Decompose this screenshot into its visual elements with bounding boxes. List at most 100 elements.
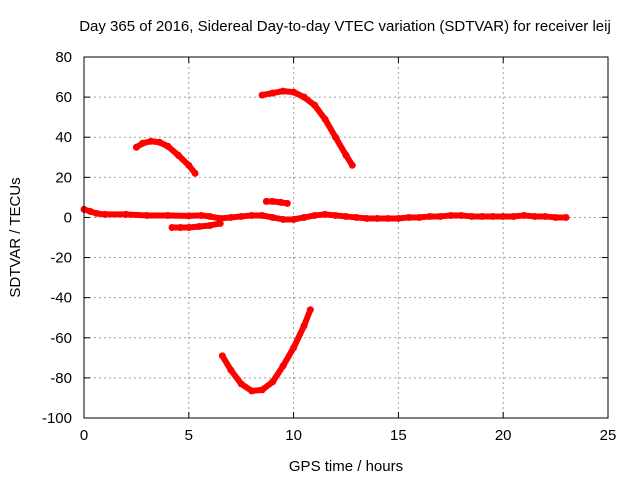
data-point (164, 211, 172, 219)
data-series-2 (132, 137, 199, 177)
data-point (269, 89, 277, 97)
data-point (147, 137, 155, 145)
data-point (155, 138, 163, 146)
y-tick-label: -100 (42, 410, 72, 427)
data-series-0 (80, 205, 570, 223)
data-point (520, 211, 528, 219)
data-point (132, 143, 140, 151)
data-point (269, 378, 277, 386)
data-point (311, 211, 319, 219)
data-point (122, 210, 130, 218)
y-tick-label: -20 (50, 250, 72, 267)
data-point (342, 212, 350, 220)
data-point (300, 322, 308, 330)
grid (84, 57, 608, 418)
y-axis-label: SDTVAR / TECUs (7, 177, 24, 297)
x-tick-label: 20 (495, 427, 512, 444)
x-tick-label: 25 (600, 427, 617, 444)
series-trace (219, 306, 314, 394)
data-point (248, 211, 256, 219)
data-point (342, 151, 350, 159)
data-point (290, 215, 298, 223)
data-series-4 (258, 87, 356, 169)
data-point (311, 101, 319, 109)
data-point (348, 161, 356, 169)
data-point (237, 380, 245, 388)
data-point (510, 212, 518, 220)
data-point (352, 213, 360, 221)
chart-title: Day 365 of 2016, Sidereal Day-to-day VTE… (79, 18, 611, 35)
data-point (384, 214, 392, 222)
data-series-5 (218, 306, 314, 395)
x-tick-label: 10 (285, 427, 302, 444)
x-tick-label: 15 (390, 427, 407, 444)
data-point (185, 223, 193, 231)
data-point (216, 214, 224, 222)
plot-frame (83, 56, 609, 419)
data-point (499, 212, 507, 220)
data-point (86, 207, 94, 215)
data-point (93, 209, 101, 217)
data-point (489, 212, 497, 220)
x-axis-label: GPS time / hours (289, 458, 403, 475)
y-tick-label: 80 (55, 49, 72, 66)
data-point (415, 213, 423, 221)
data-point (197, 211, 205, 219)
data-point (262, 197, 270, 205)
data-point (279, 362, 287, 370)
data-point (279, 87, 287, 95)
data-point (218, 352, 226, 360)
axis-ticks: 0 5 10 15 20 25 -100 -80 -60 -40 -20 0 20 40 60 80 (42, 49, 616, 444)
data-point (248, 387, 256, 395)
data-point (321, 115, 329, 123)
data-point (447, 211, 455, 219)
data-point (552, 213, 560, 221)
data-point (143, 211, 151, 219)
data-point (321, 210, 329, 218)
data-point (164, 142, 172, 150)
data-point (216, 219, 224, 227)
data-point (101, 210, 109, 218)
data-point (290, 344, 298, 352)
data-point (269, 213, 277, 221)
data-series-1 (168, 219, 224, 231)
data-point (139, 139, 147, 147)
data-point (300, 213, 308, 221)
data-point (306, 306, 314, 314)
data-point (206, 212, 214, 220)
data-point (258, 211, 266, 219)
data-point (174, 151, 182, 159)
data-point (176, 223, 184, 231)
data-point (185, 161, 193, 169)
data-point (426, 212, 434, 220)
data-point (258, 386, 266, 394)
data-point (185, 212, 193, 220)
data-point (436, 212, 444, 220)
data-point (457, 211, 465, 219)
series-trace (259, 88, 356, 169)
data-point (373, 214, 381, 222)
data-point (168, 223, 176, 231)
data-point (478, 212, 486, 220)
data-point (332, 133, 340, 141)
data-point (227, 366, 235, 374)
data-point (258, 91, 266, 99)
data-point (195, 222, 203, 230)
data-point (531, 212, 539, 220)
y-tick-label: 60 (55, 89, 72, 106)
y-tick-label: 0 (64, 209, 72, 226)
y-tick-label: -40 (50, 290, 72, 307)
x-tick-label: 5 (185, 427, 193, 444)
data-point (394, 214, 402, 222)
data-point (541, 212, 549, 220)
data-series (80, 87, 570, 395)
x-tick-label: 0 (80, 427, 88, 444)
data-point (332, 211, 340, 219)
data-point (191, 169, 199, 177)
data-point (227, 213, 235, 221)
data-point (277, 198, 285, 206)
data-point (405, 213, 413, 221)
data-point (300, 93, 308, 101)
data-point (283, 199, 291, 207)
